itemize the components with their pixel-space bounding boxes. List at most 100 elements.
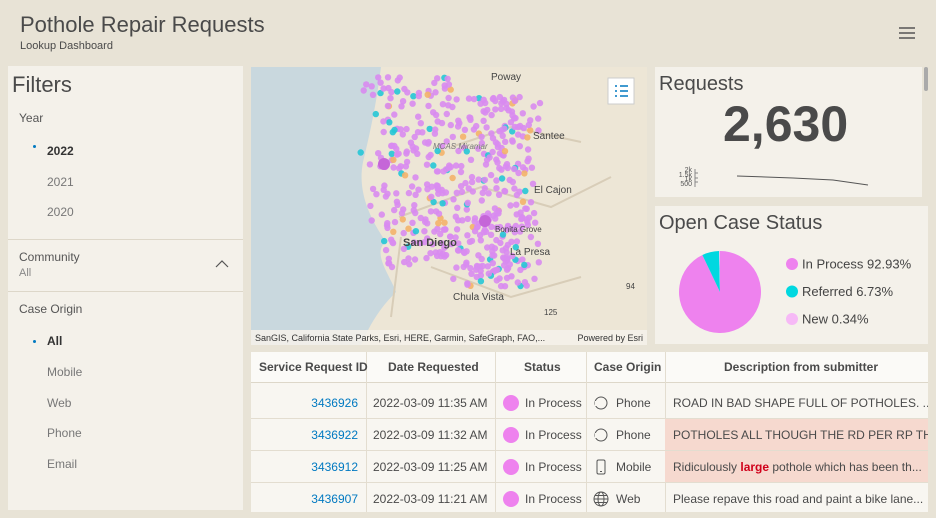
map-point	[421, 228, 428, 235]
map-point	[363, 81, 370, 88]
map-point	[387, 95, 394, 102]
map-point	[425, 102, 432, 110]
map-point	[409, 100, 416, 107]
map-point	[471, 218, 478, 225]
requests-panel: Requests 2,630 2k 1.5k 1k 500	[655, 67, 922, 197]
map-point	[509, 252, 516, 260]
map-point	[430, 109, 437, 116]
origin-option[interactable]: Mobile	[47, 365, 83, 379]
map-point	[501, 125, 508, 132]
origin-option[interactable]: Email	[47, 457, 78, 471]
map-point	[510, 165, 518, 173]
origin-option[interactable]: Web	[47, 396, 72, 410]
map-point	[465, 185, 472, 192]
map-point	[504, 241, 512, 249]
map-point	[449, 174, 456, 182]
status: In Process	[525, 492, 582, 506]
map-point	[519, 215, 526, 222]
map-point	[492, 106, 499, 113]
map-point	[508, 273, 515, 280]
requests-count: 2,630	[723, 96, 849, 152]
year-option[interactable]: 2021	[47, 175, 74, 189]
map-point	[458, 188, 466, 196]
map-point	[443, 110, 450, 118]
map-point	[473, 224, 481, 231]
origin-option[interactable]: Phone	[47, 426, 82, 440]
place-label: Bonita Grove	[495, 225, 542, 234]
map-point	[466, 238, 474, 245]
map-point	[391, 111, 398, 118]
map-point	[400, 245, 408, 253]
filter-label[interactable]: Community	[19, 250, 80, 264]
map-point	[473, 273, 480, 281]
map-point	[435, 220, 442, 227]
map-point	[489, 252, 496, 259]
map[interactable]: Poway Santee MCAS Miramar El Cajon Bonit…	[251, 67, 647, 345]
year-option[interactable]: 2022	[47, 144, 74, 158]
date: 2022-03-09 11:35 AM	[373, 396, 488, 410]
column-header[interactable]: Case Origin	[594, 360, 662, 374]
status-dot	[503, 395, 519, 411]
map-point	[448, 240, 455, 248]
map-point	[503, 249, 510, 256]
collapse-icon[interactable]	[215, 259, 229, 268]
map-point	[464, 199, 471, 206]
map-point	[380, 128, 387, 136]
map-point	[384, 224, 391, 232]
map-point	[389, 129, 396, 136]
request-id[interactable]: 3436926	[311, 396, 358, 410]
description: Please repave this road and paint a bike…	[673, 492, 924, 506]
map-point	[458, 162, 465, 170]
map-point	[498, 166, 505, 173]
origin-icon	[594, 428, 608, 442]
legend-entry: In Process 92.93%	[802, 257, 912, 272]
request-id[interactable]: 3436922	[311, 428, 358, 442]
year-option[interactable]: 2020	[47, 205, 74, 219]
requests-title: Requests	[659, 73, 744, 95]
column-header[interactable]: Date Requested	[388, 360, 479, 374]
map-point	[434, 168, 441, 175]
request-id[interactable]: 3436907	[311, 492, 358, 506]
status-dot	[503, 459, 519, 475]
map-point	[403, 150, 410, 157]
origin-icon	[593, 491, 609, 507]
map-point	[459, 133, 467, 140]
map-point	[453, 96, 460, 103]
map-point	[454, 204, 461, 211]
map-point	[524, 134, 531, 141]
map-point	[513, 191, 521, 199]
column-header[interactable]: Status	[524, 360, 561, 374]
map-point	[431, 79, 438, 87]
case-origin: Web	[616, 492, 641, 506]
map-point	[527, 127, 534, 134]
map-point	[441, 219, 448, 226]
origin-icon	[594, 396, 608, 410]
map-point	[399, 131, 406, 138]
map-point	[524, 146, 532, 153]
map-point	[513, 201, 520, 208]
map-point	[410, 93, 417, 100]
legend-value: 6.73%	[856, 284, 893, 299]
description-part: large	[740, 460, 770, 474]
scrollbar[interactable]	[924, 67, 928, 91]
map-point	[527, 233, 535, 241]
case-origin: Phone	[616, 428, 651, 442]
request-id[interactable]: 3436912	[311, 460, 358, 474]
map-point	[482, 161, 490, 168]
map-point	[530, 103, 537, 110]
column-header[interactable]: Description from submitter	[724, 360, 879, 374]
origin-option[interactable]: All	[47, 334, 63, 348]
map-point	[435, 210, 443, 217]
road-label: 94	[626, 282, 635, 291]
menu-button[interactable]	[898, 26, 916, 40]
map-point	[535, 259, 542, 266]
map-point	[513, 211, 520, 218]
axis-label: 1k	[685, 176, 693, 183]
map-point	[529, 180, 537, 187]
column-header[interactable]: Service Request ID	[259, 360, 368, 374]
map-point	[481, 176, 489, 184]
map-point	[453, 226, 461, 233]
map-point	[430, 162, 437, 169]
filters-panel: Filters Year 2022 2021 2020 Community Al…	[8, 66, 243, 510]
map-point	[488, 243, 496, 250]
